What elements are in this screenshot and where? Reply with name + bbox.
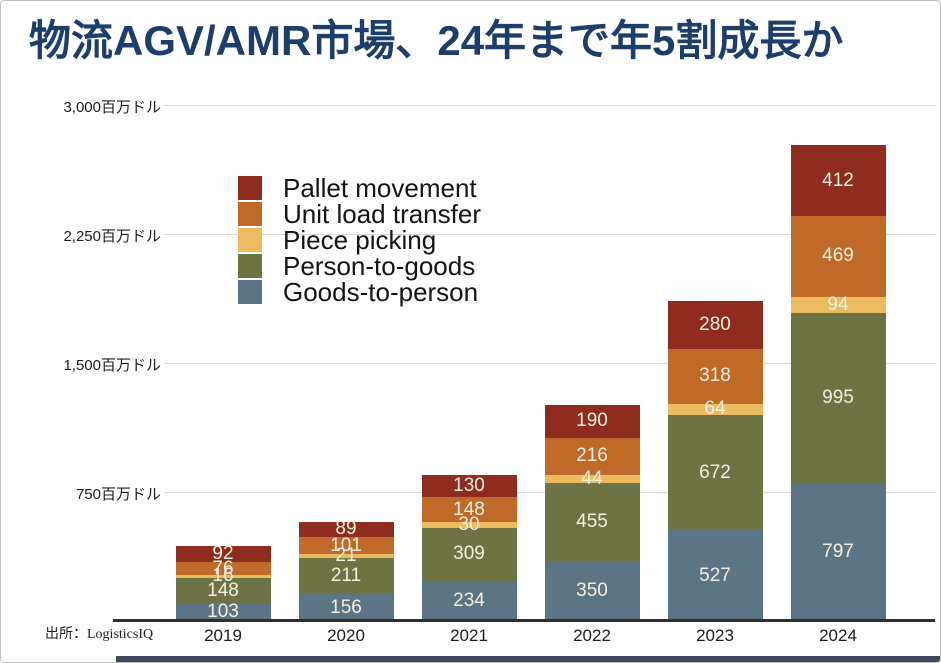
bar-segment-2021-pallet-movement	[421, 474, 517, 497]
bar-segment-2021-goods-to-person	[421, 580, 517, 621]
bar-segment-2019-person-to-goods	[175, 577, 271, 604]
bar-segment-2019-unit-load-transfer	[175, 562, 271, 576]
bar-segment-2023-pallet-movement	[667, 300, 763, 350]
legend-item-piece-picking: Piece picking	[238, 227, 481, 253]
bar-segment-2023-piece-picking	[667, 403, 763, 415]
legend-item-unit-load-transfer: Unit load transfer	[238, 201, 481, 227]
legend-swatch-unit-load-transfer	[238, 202, 262, 226]
x-axis-tick-label-2023: 2023	[696, 626, 734, 645]
bar-segment-2019-piece-picking	[175, 575, 271, 578]
y-axis-tick-label: 750百万ドル	[75, 486, 161, 503]
x-axis-line	[113, 619, 935, 622]
y-axis-tick-label: 3,000百万ドル	[63, 99, 161, 116]
legend-label-pallet-movement: Pallet movement	[283, 173, 477, 203]
x-axis-tick-label-2022: 2022	[573, 626, 611, 645]
bar-segment-2020-goods-to-person	[298, 594, 394, 621]
legend-swatch-goods-to-person	[238, 280, 262, 304]
bar-segment-2024-goods-to-person	[790, 483, 886, 621]
bar-segment-2020-person-to-goods	[298, 557, 394, 595]
x-axis-tick-label-2019: 2019	[204, 626, 242, 645]
y-gridline-2250	[164, 234, 935, 235]
bar-segment-2024-person-to-goods	[790, 312, 886, 484]
bar-segment-2024-unit-load-transfer	[790, 215, 886, 297]
y-gridline-3000	[164, 105, 935, 106]
legend-label-unit-load-transfer: Unit load transfer	[283, 199, 481, 229]
bar-segment-2022-person-to-goods	[544, 482, 640, 561]
chart-legend: Pallet movement Unit load transfer Piece p…	[238, 175, 481, 305]
bar-segment-2024-pallet-movement	[790, 145, 886, 216]
legend-item-person-to-goods: Person-to-goods	[238, 253, 481, 279]
bar-segment-2020-unit-load-transfer	[298, 536, 394, 555]
bar-segment-2021-piece-picking	[421, 522, 517, 528]
legend-label-person-to-goods: Person-to-goods	[283, 251, 476, 281]
legend-swatch-pallet-movement	[238, 176, 262, 200]
legend-swatch-person-to-goods	[238, 254, 262, 278]
y-gridline-1500	[164, 363, 935, 364]
bar-segment-2022-goods-to-person	[544, 560, 640, 621]
bar-segment-2020-piece-picking	[298, 554, 394, 558]
bar-segment-2020-pallet-movement	[298, 521, 394, 537]
x-axis-tick-label-2024: 2024	[819, 626, 857, 645]
bar-segment-2024-piece-picking	[790, 296, 886, 313]
y-axis-tick-label: 2,250百万ドル	[63, 228, 161, 245]
bar-segment-2019-pallet-movement	[175, 546, 271, 562]
bar-segment-2022-pallet-movement	[544, 405, 640, 438]
legend-item-pallet-movement: Pallet movement	[238, 175, 481, 201]
x-axis-tick-label-2020: 2020	[327, 626, 365, 645]
legend-swatch-piece-picking	[238, 228, 262, 252]
bar-segment-2021-person-to-goods	[421, 527, 517, 581]
y-axis-tick-label: 1,500百万ドル	[63, 357, 161, 374]
bar-segment-2023-person-to-goods	[667, 414, 763, 531]
bar-segment-2022-piece-picking	[544, 474, 640, 483]
x-axis-tick-label-2021: 2021	[450, 626, 488, 645]
page-title: 物流AGV/AMR市場、24年まで年5割成長か	[29, 17, 844, 64]
source-note: 出所：LogisticsIQ	[45, 627, 154, 642]
bar-segment-2023-goods-to-person	[667, 530, 763, 621]
bar-segment-2022-unit-load-transfer	[544, 437, 640, 475]
bar-segment-2023-unit-load-transfer	[667, 349, 763, 404]
bar-segment-2019-goods-to-person	[175, 603, 271, 621]
bottom-accent-bar	[116, 656, 940, 662]
legend-label-piece-picking: Piece picking	[283, 225, 437, 255]
bar-segment-2021-unit-load-transfer	[421, 496, 517, 523]
legend-label-goods-to-person: Goods-to-person	[283, 277, 479, 307]
legend-item-goods-to-person: Goods-to-person	[238, 279, 481, 305]
